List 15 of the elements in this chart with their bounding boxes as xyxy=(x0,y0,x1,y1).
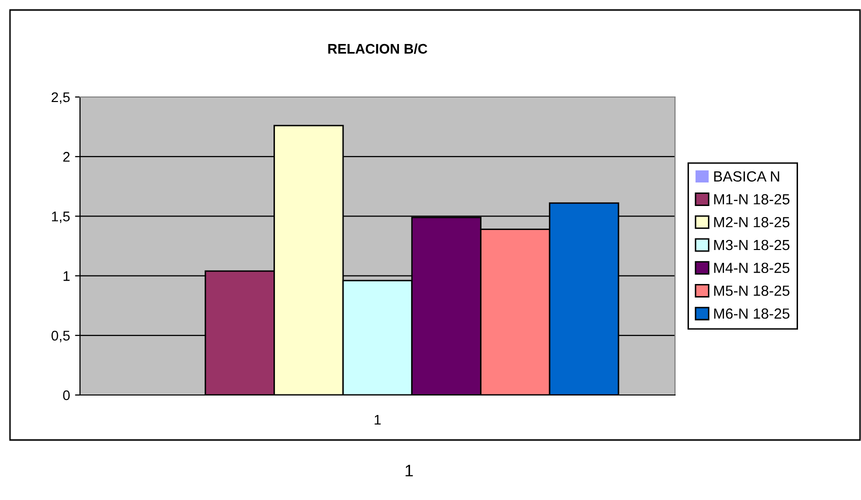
text: 1 xyxy=(406,464,413,476)
y-tick-label: 2 xyxy=(63,152,70,162)
chart-title: RELACION B/C xyxy=(328,44,428,54)
legend-label: M6-N 18-25 xyxy=(714,308,790,319)
legend-label: M2-N 18-25 xyxy=(714,216,790,228)
legend-label: M1-N 18-25 xyxy=(714,194,790,204)
y-tick-label: 0 xyxy=(63,390,70,400)
y-tick-label: 0,5 xyxy=(52,330,70,342)
legend-label: M3-N 18-25 xyxy=(714,240,790,250)
y-tick-label: 1,5 xyxy=(52,212,70,224)
legend-label: BASICA N xyxy=(714,171,780,182)
y-tick-label: 1 xyxy=(64,271,70,281)
y-tick-label: 2,5 xyxy=(52,92,70,104)
legend-label: M5-N 18-25 xyxy=(714,286,790,296)
legend-label: M4-N 18-25 xyxy=(714,262,790,274)
